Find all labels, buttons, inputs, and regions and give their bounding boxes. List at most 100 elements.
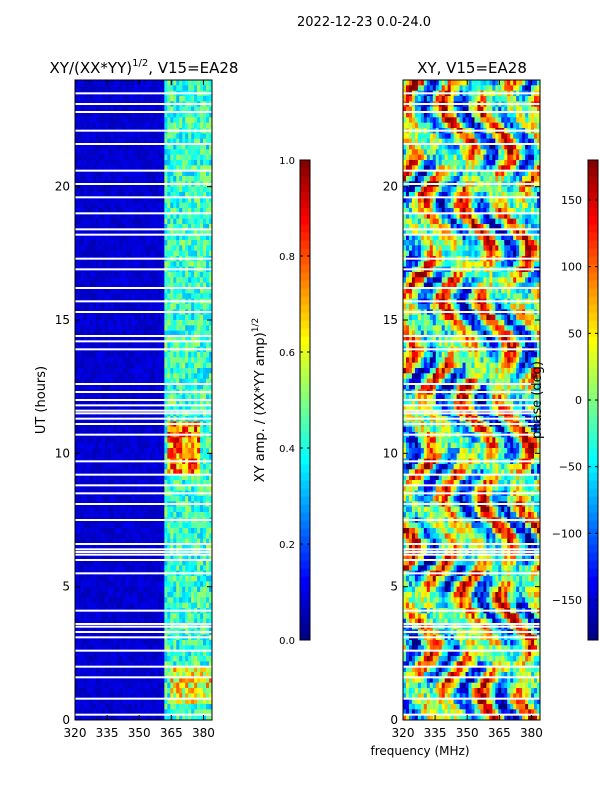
- heatmap-cell: [149, 277, 153, 284]
- heatmap-cell: [95, 277, 100, 284]
- heatmap-cell: [77, 656, 82, 662]
- heatmap-cell: [170, 272, 174, 278]
- heatmap-cell: [98, 112, 103, 118]
- heatmap-cell: [176, 352, 180, 358]
- heatmap-cell: [89, 378, 94, 385]
- heatmap-cell: [110, 149, 115, 156]
- heatmap-cell: [197, 554, 201, 561]
- heatmap-cell: [75, 506, 79, 513]
- heatmap-cell: [140, 165, 144, 172]
- heatmap-cell: [152, 554, 156, 561]
- heatmap-cell: [107, 426, 112, 433]
- heatmap-cell: [188, 448, 192, 454]
- heatmap-cell: [137, 224, 142, 230]
- heatmap-cell: [86, 554, 91, 561]
- heatmap-cell: [209, 106, 213, 113]
- heatmap-cell: [131, 538, 136, 545]
- heatmap-cell: [137, 277, 142, 284]
- heatmap-cell: [206, 538, 210, 545]
- heatmap-cell: [176, 560, 180, 566]
- heatmap-cell: [146, 293, 150, 300]
- heatmap-cell: [104, 293, 109, 300]
- heatmap-cell: [188, 293, 192, 300]
- heatmap-cell: [161, 213, 165, 220]
- heatmap-cell: [80, 442, 85, 449]
- heatmap-cell: [75, 208, 79, 214]
- heatmap-cell: [77, 208, 82, 214]
- heatmap-cell: [191, 538, 195, 545]
- heatmap-cell: [173, 368, 177, 374]
- heatmap-cell: [170, 565, 174, 572]
- heatmap-cell: [182, 314, 186, 321]
- heatmap-cell: [89, 426, 94, 433]
- heatmap-cell: [179, 618, 183, 625]
- heatmap-cell: [197, 618, 201, 625]
- heatmap-cell: [89, 581, 94, 588]
- heatmap-cell: [98, 437, 103, 444]
- heatmap-cell: [188, 149, 192, 156]
- heatmap-cell: [107, 154, 112, 161]
- heatmap-cell: [152, 224, 156, 230]
- heatmap-cell: [125, 272, 130, 278]
- heatmap-cell: [92, 261, 97, 268]
- heatmap-cell: [173, 272, 177, 278]
- heatmap-cell: [134, 218, 139, 225]
- heatmap-cell: [149, 469, 153, 476]
- heatmap-cell: [164, 133, 168, 140]
- heatmap-cell: [182, 538, 186, 545]
- heatmap-cell: [101, 442, 106, 449]
- heatmap-cell: [92, 330, 97, 337]
- heatmap-cell: [98, 117, 103, 124]
- heatmap-cell: [194, 250, 198, 257]
- heatmap-cell: [155, 288, 159, 294]
- heatmap-cell: [107, 544, 112, 550]
- heatmap-cell: [170, 325, 174, 332]
- heatmap-cell: [209, 341, 213, 348]
- heatmap-cell: [161, 437, 165, 444]
- heatmap-cell: [191, 330, 195, 337]
- heatmap-cell: [164, 293, 168, 300]
- heatmap-cell: [203, 192, 207, 198]
- heatmap-cell: [86, 565, 91, 572]
- heatmap-cell: [167, 186, 171, 193]
- heatmap-cell: [203, 106, 207, 113]
- heatmap-cell: [134, 288, 139, 294]
- heatmap-cell: [92, 229, 97, 236]
- heatmap-cell: [86, 277, 91, 284]
- heatmap-cell: [89, 469, 94, 476]
- heatmap-cell: [158, 448, 162, 454]
- heatmap-cell: [158, 288, 162, 294]
- heatmap-cell: [179, 149, 183, 156]
- heatmap-cell: [83, 96, 88, 102]
- heatmap-cell: [152, 234, 156, 241]
- heatmap-cell: [173, 592, 177, 598]
- heatmap-cell: [158, 602, 162, 609]
- heatmap-cell: [197, 293, 201, 300]
- heatmap-cell: [75, 645, 79, 652]
- heatmap-cell: [101, 202, 106, 209]
- heatmap-cell: [152, 618, 156, 625]
- heatmap-cell: [158, 282, 162, 289]
- heatmap-cell: [98, 554, 103, 561]
- heatmap-cell: [83, 85, 88, 92]
- heatmap-cell: [206, 341, 210, 348]
- heatmap-cell: [107, 160, 112, 166]
- heatmap-cell: [119, 384, 124, 390]
- heatmap-cell: [209, 522, 213, 529]
- heatmap-cell: [188, 234, 192, 241]
- heatmap-cell: [104, 565, 109, 572]
- heatmap-cell: [116, 528, 121, 534]
- heatmap-cell: [185, 352, 189, 358]
- heatmap-cell: [203, 533, 207, 540]
- heatmap-cell: [206, 442, 210, 449]
- heatmap-cell: [164, 85, 168, 92]
- heatmap-cell: [89, 170, 94, 177]
- heatmap-cell: [128, 160, 133, 166]
- heatmap-cell: [83, 336, 88, 342]
- heatmap-cell: [116, 240, 121, 246]
- heatmap-cell: [185, 650, 189, 657]
- heatmap-cell: [194, 165, 198, 172]
- heatmap-cell: [191, 613, 195, 620]
- heatmap-cell: [173, 400, 177, 406]
- heatmap-cell: [110, 442, 115, 449]
